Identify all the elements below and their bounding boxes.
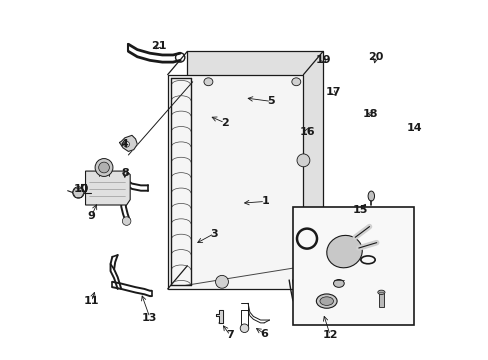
Polygon shape [216, 310, 223, 323]
Ellipse shape [367, 191, 374, 201]
Ellipse shape [316, 294, 336, 308]
Polygon shape [167, 75, 303, 289]
Text: 10: 10 [73, 184, 88, 194]
Bar [378, 291, 384, 307]
Circle shape [95, 158, 113, 176]
Polygon shape [119, 135, 137, 152]
Text: 19: 19 [315, 55, 331, 65]
Ellipse shape [377, 290, 384, 294]
Circle shape [122, 217, 131, 225]
Text: 8: 8 [121, 168, 128, 178]
Text: 13: 13 [142, 312, 157, 323]
Ellipse shape [203, 78, 212, 86]
Circle shape [240, 324, 248, 333]
Text: 4: 4 [121, 139, 128, 149]
Circle shape [298, 252, 311, 265]
Text: 7: 7 [226, 330, 234, 341]
Ellipse shape [326, 235, 362, 268]
Bar [292, 207, 413, 325]
Ellipse shape [333, 279, 344, 287]
Text: 6: 6 [260, 329, 267, 339]
Text: 15: 15 [352, 205, 367, 215]
Text: 18: 18 [362, 109, 377, 119]
Circle shape [73, 187, 84, 198]
Text: 5: 5 [267, 96, 275, 107]
Ellipse shape [319, 297, 333, 305]
Text: 11: 11 [83, 296, 99, 306]
Polygon shape [187, 51, 323, 266]
Text: 12: 12 [322, 330, 337, 341]
Circle shape [123, 141, 129, 147]
Circle shape [296, 154, 309, 167]
Text: 1: 1 [261, 197, 268, 206]
Text: 20: 20 [367, 52, 383, 62]
Text: 21: 21 [151, 41, 166, 51]
Polygon shape [85, 171, 130, 205]
Ellipse shape [291, 78, 300, 86]
Text: 17: 17 [325, 87, 340, 98]
Circle shape [215, 275, 228, 288]
Circle shape [99, 162, 109, 173]
Text: 9: 9 [87, 211, 95, 221]
Circle shape [296, 218, 309, 231]
Text: 16: 16 [299, 127, 314, 137]
Text: 14: 14 [406, 123, 421, 133]
Text: 2: 2 [221, 118, 228, 128]
Text: 3: 3 [210, 229, 218, 239]
